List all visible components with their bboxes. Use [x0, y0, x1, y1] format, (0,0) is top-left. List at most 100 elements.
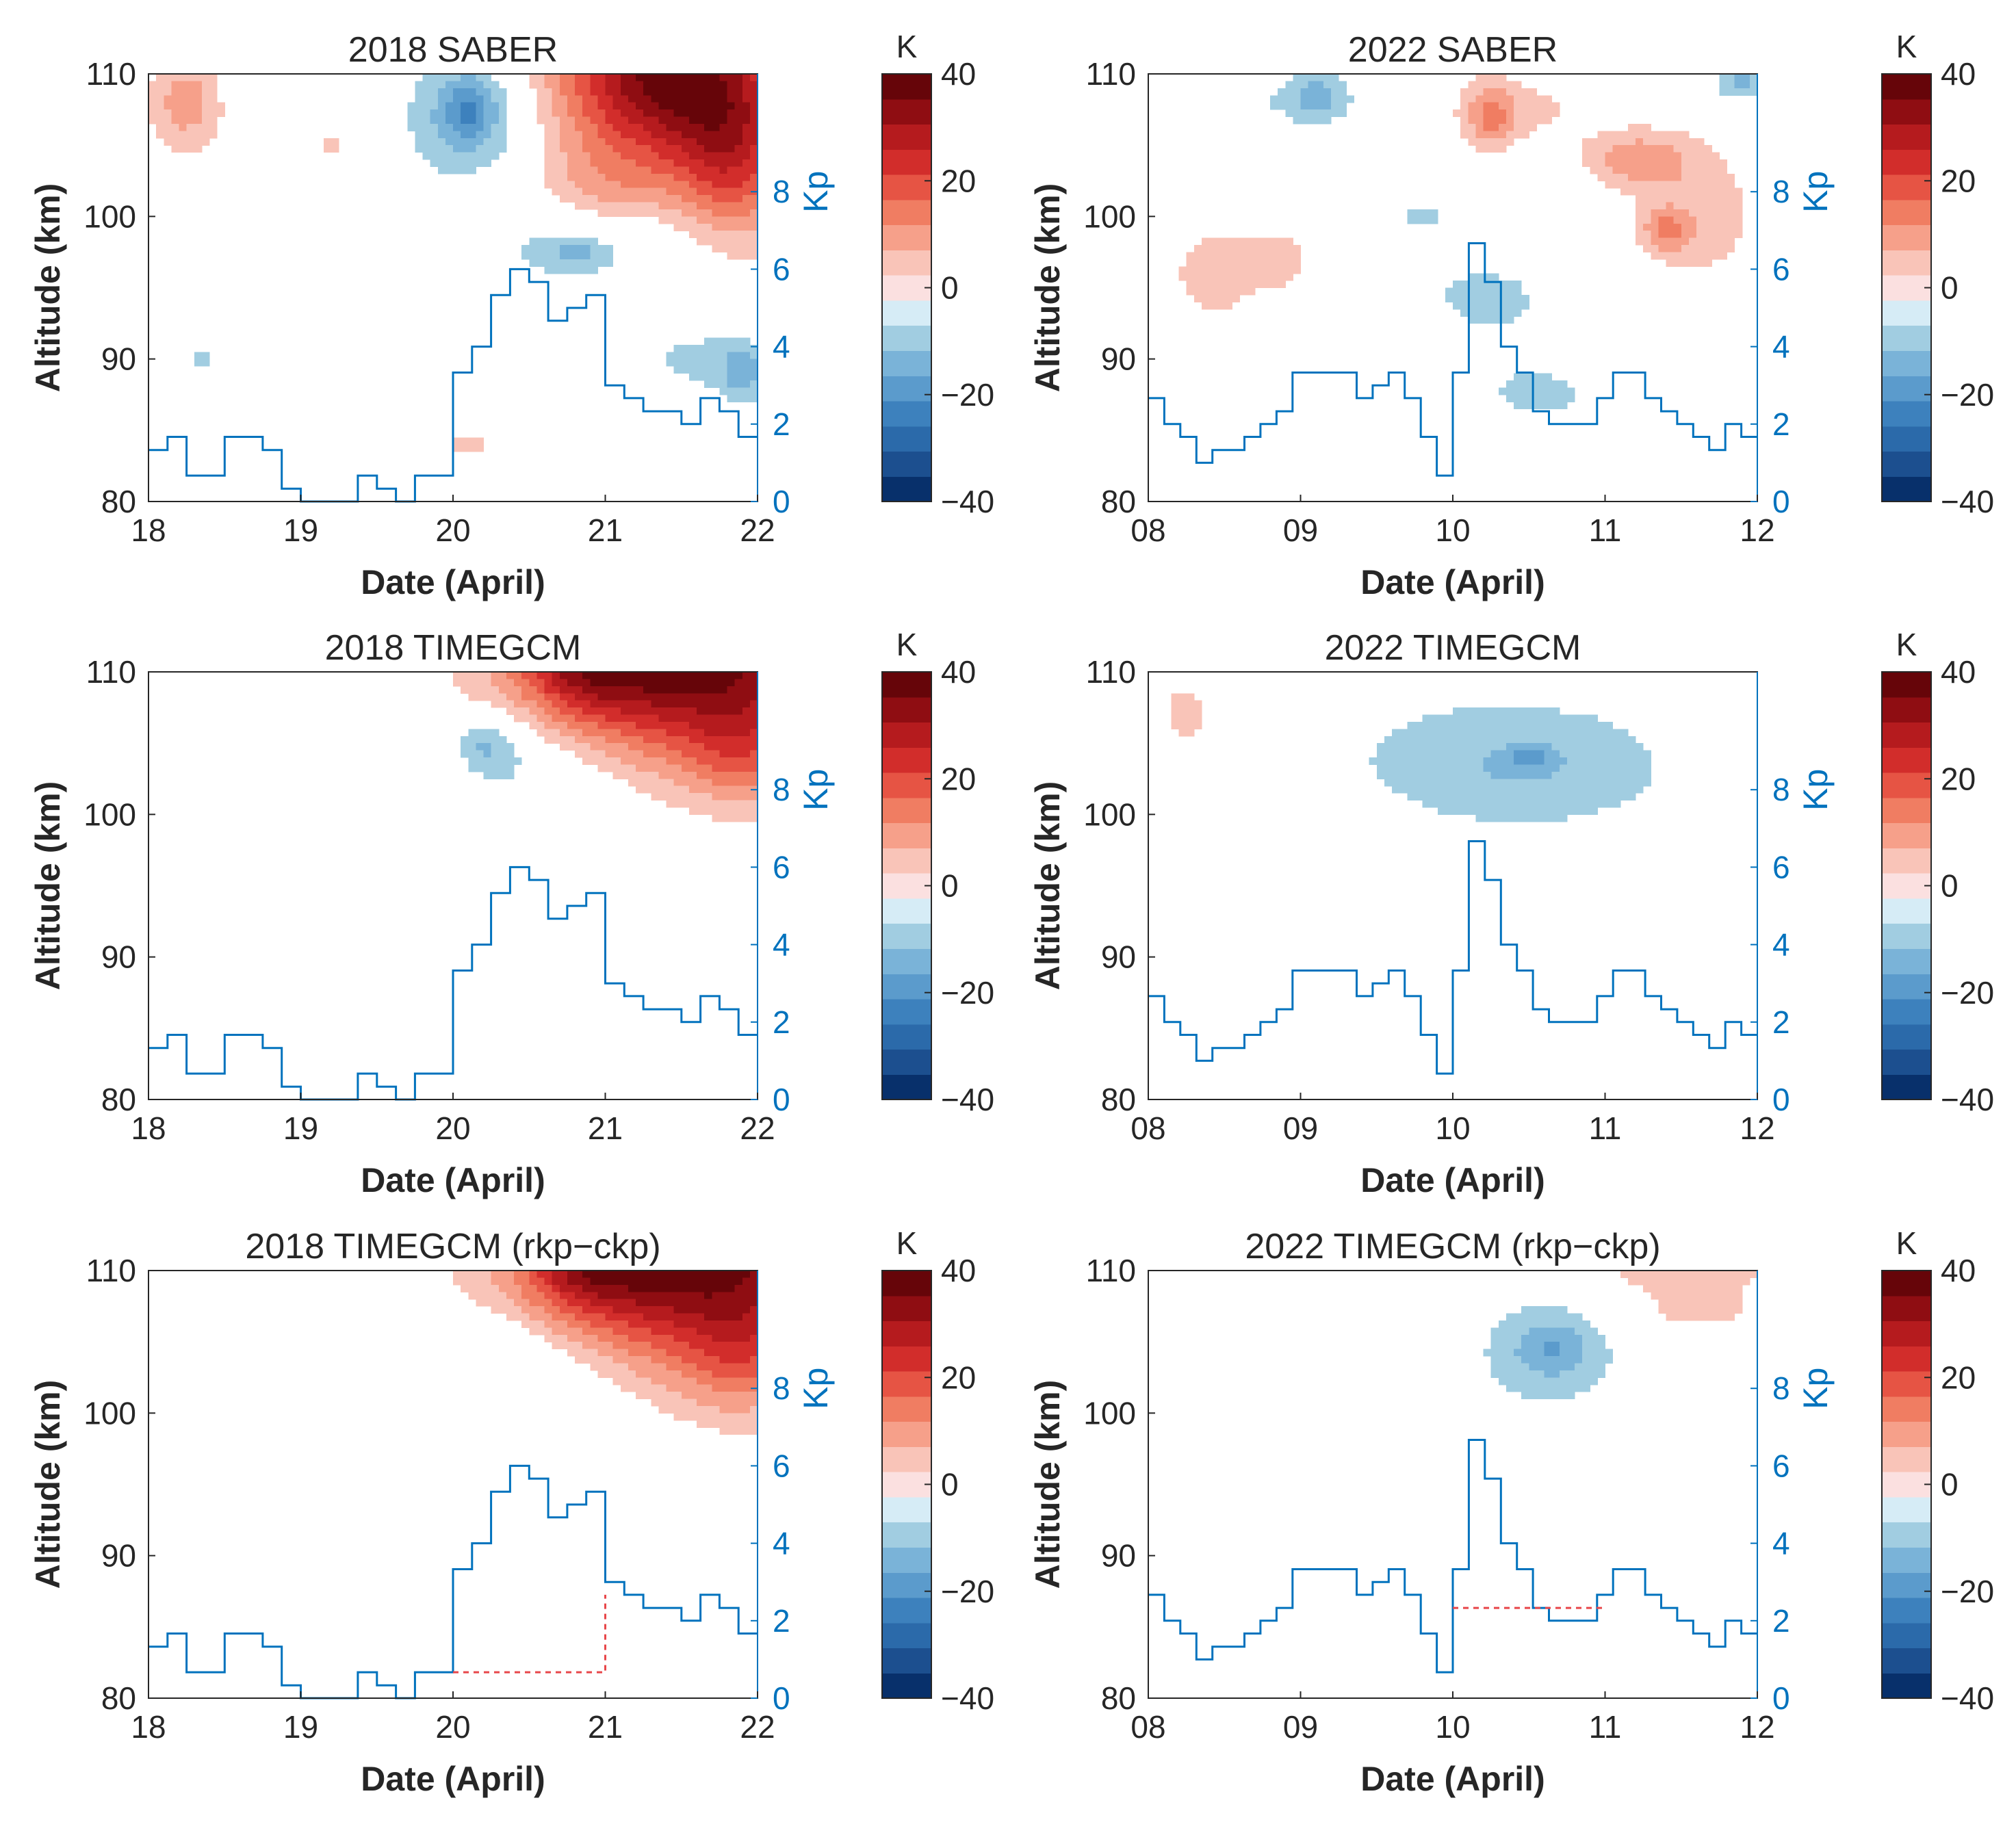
heatmap-cell: [688, 729, 697, 737]
heatmap-cell: [612, 672, 621, 680]
heatmap-cell: [567, 679, 576, 687]
heatmap-cell: [1544, 1377, 1553, 1385]
heatmap-cell: [605, 714, 614, 723]
heatmap-cell: [688, 223, 697, 231]
heatmap-cell: [1475, 123, 1484, 131]
heatmap-cell: [643, 729, 651, 737]
heatmap-cell: [1559, 743, 1568, 751]
heatmap-cell: [1742, 1277, 1750, 1286]
heatmap-cell: [1521, 750, 1529, 758]
heatmap-cell: [1536, 743, 1545, 751]
heatmap-cell: [1620, 166, 1629, 174]
heatmap-cell: [582, 714, 591, 723]
heatmap-cell: [590, 81, 598, 89]
colorbar-tick-label: −20: [941, 975, 994, 1011]
heatmap-cell: [628, 202, 636, 210]
heatmap-cell: [734, 814, 743, 822]
heatmap-cell: [1536, 1334, 1545, 1342]
heatmap-cell: [643, 152, 651, 160]
heatmap-cell: [1605, 181, 1614, 189]
heatmap-cell: [597, 693, 606, 701]
heatmap-cell: [697, 1342, 705, 1350]
heatmap-cell: [529, 1277, 537, 1286]
x-tick-label: 21: [588, 1110, 623, 1146]
heatmap-cell: [681, 74, 690, 82]
heatmap-cell: [1171, 721, 1180, 729]
heatmap-cell: [1232, 294, 1241, 302]
heatmap-cell: [1711, 245, 1720, 253]
heatmap-cell: [734, 764, 743, 772]
heatmap-cell: [1688, 187, 1697, 196]
heatmap-cell: [719, 1271, 728, 1279]
heatmap-cell: [491, 757, 500, 766]
heatmap-cell: [1536, 779, 1545, 787]
heatmap-cell: [1514, 785, 1522, 794]
colorbar-tick-label: −40: [1941, 1680, 1994, 1716]
heatmap-cell: [468, 743, 476, 751]
heatmap-cell: [1247, 259, 1256, 267]
heatmap-cell: [643, 693, 651, 701]
heatmap-cell: [1575, 1327, 1583, 1336]
heatmap-cell: [712, 366, 720, 374]
heatmap-cell: [1460, 736, 1469, 744]
heatmap-cell: [544, 102, 553, 110]
heatmap-cell: [1490, 131, 1499, 139]
heatmap-cell: [498, 102, 507, 110]
heatmap-cell: [1544, 1363, 1553, 1371]
heatmap-cell: [1407, 771, 1415, 779]
heatmap-cell: [1475, 74, 1484, 82]
heatmap-cell: [719, 387, 728, 395]
heatmap-cell: [1498, 287, 1507, 296]
heatmap-cell: [666, 123, 675, 131]
heatmap-cell: [704, 764, 712, 772]
heatmap-cell: [712, 1284, 720, 1292]
heatmap-cell: [612, 771, 621, 779]
heatmap-cell: [749, 1405, 758, 1414]
heatmap-cell: [681, 131, 690, 139]
heatmap-cell: [1232, 252, 1241, 260]
heatmap-cell: [1209, 259, 1217, 267]
heatmap-cell: [719, 1377, 728, 1385]
heatmap-cell: [476, 757, 484, 766]
heatmap-cell: [1209, 252, 1217, 260]
heatmap-cell: [697, 1284, 705, 1292]
heatmap-cell: [1551, 1349, 1560, 1357]
heatmap-cell: [1422, 771, 1431, 779]
heatmap-cell: [651, 116, 659, 125]
heatmap-cell: [575, 81, 583, 89]
heatmap-cell: [742, 237, 751, 246]
heatmap-cell: [704, 237, 712, 246]
heatmap-cell: [727, 764, 736, 772]
heatmap-cell: [1673, 1306, 1682, 1314]
heatmap-cell: [734, 88, 743, 96]
heatmap-cell: [1627, 785, 1636, 794]
heatmap-cell: [734, 1405, 743, 1414]
heatmap-cell: [666, 95, 675, 103]
heatmap-cell: [1636, 187, 1644, 196]
heatmap-cell: [742, 721, 751, 729]
heatmap-cell: [1331, 102, 1339, 110]
heatmap-cell: [628, 166, 636, 174]
heatmap-cell: [734, 1284, 743, 1292]
heatmap-cell: [643, 1349, 651, 1357]
heatmap-cell: [658, 693, 667, 701]
heatmap-cell: [742, 252, 751, 260]
heatmap-cell: [567, 109, 576, 118]
heatmap-cell: [1536, 1370, 1545, 1378]
heatmap-cell: [1521, 1313, 1529, 1321]
heatmap-cell: [1193, 273, 1202, 281]
heatmap-cell: [1551, 764, 1560, 772]
heatmap-cell: [1590, 166, 1598, 174]
heatmap-cell: [148, 116, 157, 125]
heatmap-cell: [749, 672, 758, 680]
heatmap-cell: [476, 729, 484, 737]
heatmap-cell: [605, 259, 614, 267]
heatmap-cell: [1605, 138, 1614, 146]
heatmap-cell: [719, 736, 728, 744]
heatmap-cell: [628, 779, 636, 787]
heatmap-cell: [201, 352, 210, 360]
heatmap-cell: [437, 116, 446, 125]
heatmap-cell: [1193, 259, 1202, 267]
heatmap-cell: [582, 1313, 591, 1321]
heatmap-cell: [1483, 779, 1492, 787]
